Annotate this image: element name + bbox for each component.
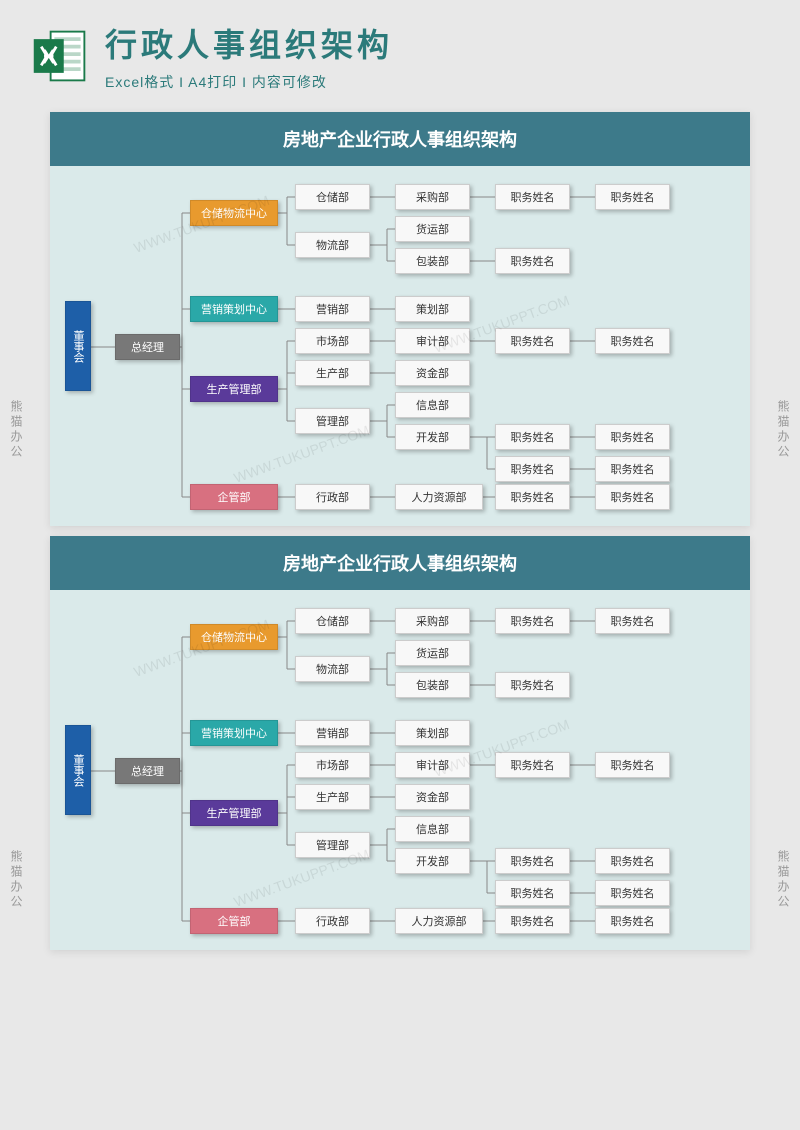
node-pos6-4: 职务姓名 [595,908,670,934]
node-pos5-3: 职务姓名 [495,848,570,874]
page-header: X 行政人事组织架构 Excel格式 I A4打印 I 内容可修改 [0,0,800,102]
node-pos5-4: 职务姓名 [495,880,570,906]
node-gm: 总经理 [115,758,180,784]
node-center-0: 仓储物流中心 [190,200,278,226]
node-l3-0: 仓储部 [295,184,370,210]
node-l3-5: 管理部 [295,832,370,858]
chart-title: 房地产企业行政人事组织架构 [50,112,750,166]
node-l3-5: 管理部 [295,408,370,434]
node-l4-4: 审计部 [395,752,470,778]
node-pos5-2: 职务姓名 [495,328,570,354]
brand-label-right-2: 熊猫办公 [775,850,792,910]
node-pos5-0: 职务姓名 [495,184,570,210]
node-l4-2: 包装部 [395,248,470,274]
node-center-1: 营销策划中心 [190,720,278,746]
node-center-0: 仓储物流中心 [190,624,278,650]
node-l4-7: 开发部 [395,848,470,874]
chart-title: 房地产企业行政人事组织架构 [50,536,750,590]
node-pos5-4: 职务姓名 [495,456,570,482]
node-pos6-1: 职务姓名 [595,752,670,778]
node-l3-6: 行政部 [295,908,370,934]
node-pos6-2: 职务姓名 [595,848,670,874]
node-pos5-0: 职务姓名 [495,608,570,634]
node-l4-3: 策划部 [395,296,470,322]
node-l3-0: 仓储部 [295,608,370,634]
node-l3-1: 物流部 [295,232,370,258]
node-l4-2: 包装部 [395,672,470,698]
node-l3-3: 市场部 [295,752,370,778]
node-pos6-0: 职务姓名 [595,608,670,634]
node-l4-1: 货运部 [395,640,470,666]
chart-body: 董事会总经理 仓储物流中心营销策划中心生产管理部企管部 仓储部物流部营销部市场部生产… [50,166,750,526]
node-l3-4: 生产部 [295,360,370,386]
node-pos6-3: 职务姓名 [595,456,670,482]
node-center-3: 企管部 [190,484,278,510]
node-pos5-3: 职务姓名 [495,424,570,450]
node-pos5-2: 职务姓名 [495,752,570,778]
node-l4-6: 信息部 [395,816,470,842]
node-pos6-3: 职务姓名 [595,880,670,906]
org-chart-page: 房地产企业行政人事组织架构 董事会总经理 仓储物流中心营销策划中心生产管理部企管部… [50,536,750,950]
node-l4-8: 人力资源部 [395,908,483,934]
chart-body: 董事会总经理 仓储物流中心营销策划中心生产管理部企管部 仓储部物流部营销部市场部生产… [50,590,750,950]
node-center-2: 生产管理部 [190,800,278,826]
org-chart-page: 房地产企业行政人事组织架构 董事会总经理 仓储物流中心营销策划中心生产管理部企管部… [50,112,750,526]
node-l4-5: 资金部 [395,784,470,810]
node-l4-5: 资金部 [395,360,470,386]
node-pos6-0: 职务姓名 [595,184,670,210]
node-l3-6: 行政部 [295,484,370,510]
node-l4-1: 货运部 [395,216,470,242]
node-pos5-5: 职务姓名 [495,908,570,934]
node-l3-1: 物流部 [295,656,370,682]
excel-icon: X [30,26,90,86]
main-title: 行政人事组织架构 [105,20,770,66]
node-l3-2: 营销部 [295,720,370,746]
node-gm: 总经理 [115,334,180,360]
node-l3-3: 市场部 [295,328,370,354]
brand-label-left: 熊猫办公 [8,400,25,460]
node-l4-8: 人力资源部 [395,484,483,510]
node-pos5-1: 职务姓名 [495,672,570,698]
node-pos5-1: 职务姓名 [495,248,570,274]
node-center-3: 企管部 [190,908,278,934]
sub-title: Excel格式 I A4打印 I 内容可修改 [105,72,770,92]
node-l4-4: 审计部 [395,328,470,354]
node-l4-0: 采购部 [395,184,470,210]
node-l4-6: 信息部 [395,392,470,418]
node-pos6-2: 职务姓名 [595,424,670,450]
svg-text:X: X [42,46,56,69]
brand-label-left-2: 熊猫办公 [8,850,25,910]
node-center-1: 营销策划中心 [190,296,278,322]
node-pos6-4: 职务姓名 [595,484,670,510]
node-l4-3: 策划部 [395,720,470,746]
node-pos5-5: 职务姓名 [495,484,570,510]
node-l3-2: 营销部 [295,296,370,322]
node-center-2: 生产管理部 [190,376,278,402]
node-l3-4: 生产部 [295,784,370,810]
node-l4-7: 开发部 [395,424,470,450]
node-board: 董事会 [65,301,91,391]
node-l4-0: 采购部 [395,608,470,634]
brand-label-right: 熊猫办公 [775,400,792,460]
node-pos6-1: 职务姓名 [595,328,670,354]
node-board: 董事会 [65,725,91,815]
